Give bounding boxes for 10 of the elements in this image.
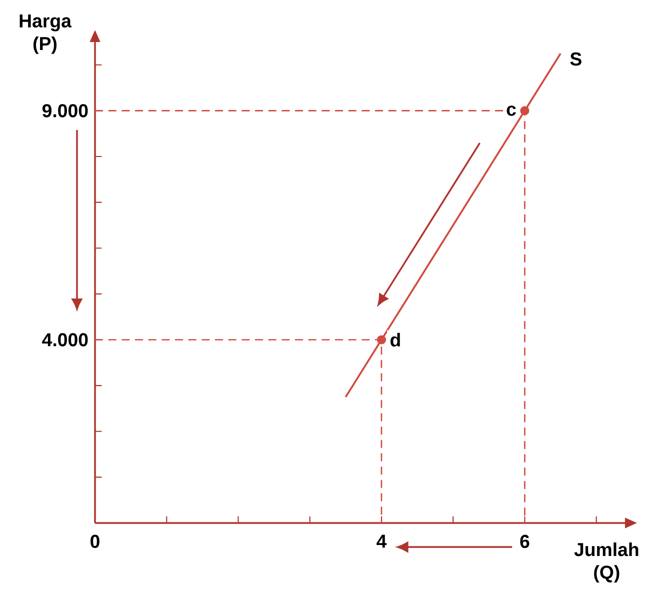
x-tick-label: 6 — [520, 534, 530, 548]
y-tick-label: 9.000 — [42, 104, 88, 118]
series-label: S — [570, 52, 582, 66]
x-tick-label: 4 — [376, 534, 387, 548]
annotation: c — [506, 106, 516, 116]
x-tick-label: 0 — [90, 534, 100, 548]
annotation: d — [390, 332, 400, 347]
x-axis-title: Jumlah (Q) — [574, 542, 638, 583]
y-axis-title: Harga (P) — [20, 14, 72, 54]
y-tick-label: 4.000 — [42, 333, 88, 346]
